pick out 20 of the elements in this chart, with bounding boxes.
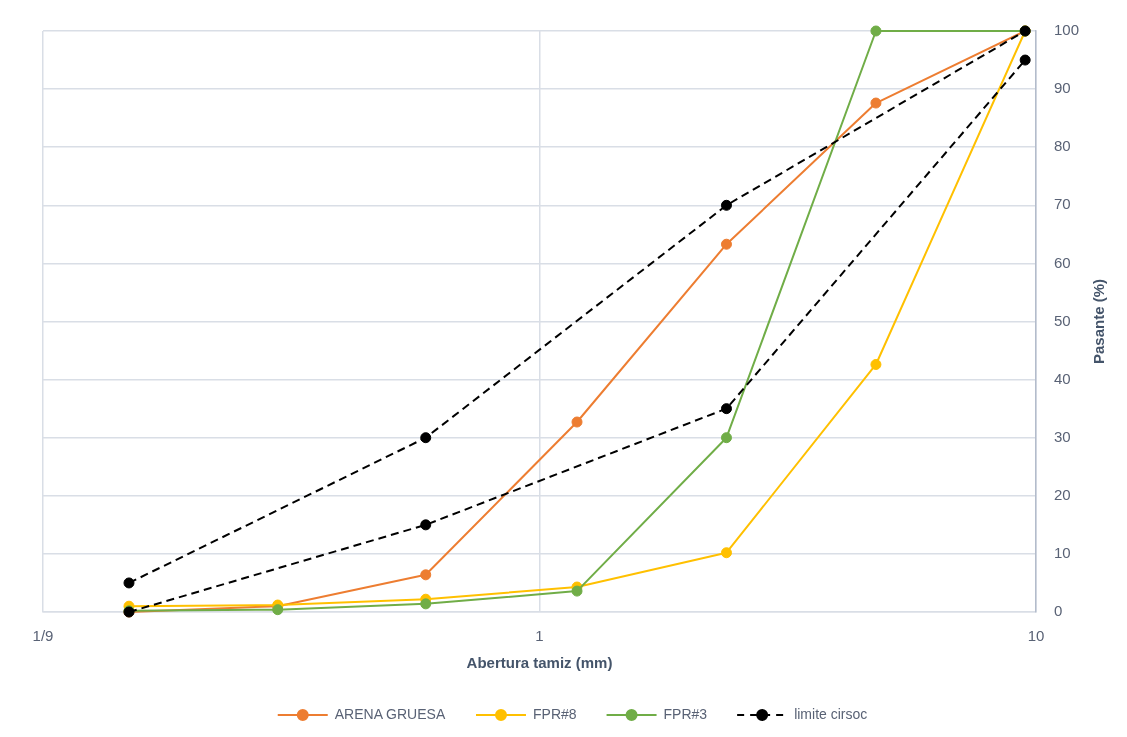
y-tick-label: 100 <box>1054 21 1080 39</box>
y-tick-label: 20 <box>1054 485 1071 503</box>
x-tick-label: 1/9 <box>32 627 54 645</box>
y-tick-label: 80 <box>1054 137 1071 155</box>
y-tick-label: 0 <box>1054 602 1063 620</box>
legend-label: ARENA GRUESA <box>334 705 446 722</box>
y-tick-label: 10 <box>1054 544 1071 562</box>
legend-label: FPR#3 <box>663 705 708 722</box>
y-tick-label: 40 <box>1054 369 1071 387</box>
legend-label: FPR#8 <box>532 705 577 722</box>
x-axis-title: Abertura tamiz (mm) <box>466 654 613 672</box>
y-tick-label: 70 <box>1054 195 1071 213</box>
y-tick-label: 50 <box>1054 311 1071 329</box>
y-tick-label: 90 <box>1054 79 1071 97</box>
y-tick-label: 60 <box>1054 253 1071 271</box>
x-tick-label: 10 <box>1027 627 1045 645</box>
y-tick-label: 30 <box>1054 427 1071 445</box>
y-axis-title: Pasante (%) <box>1090 278 1108 365</box>
legend-label: limite cirsoc <box>794 705 868 722</box>
x-tick-label: 1 <box>535 627 544 645</box>
